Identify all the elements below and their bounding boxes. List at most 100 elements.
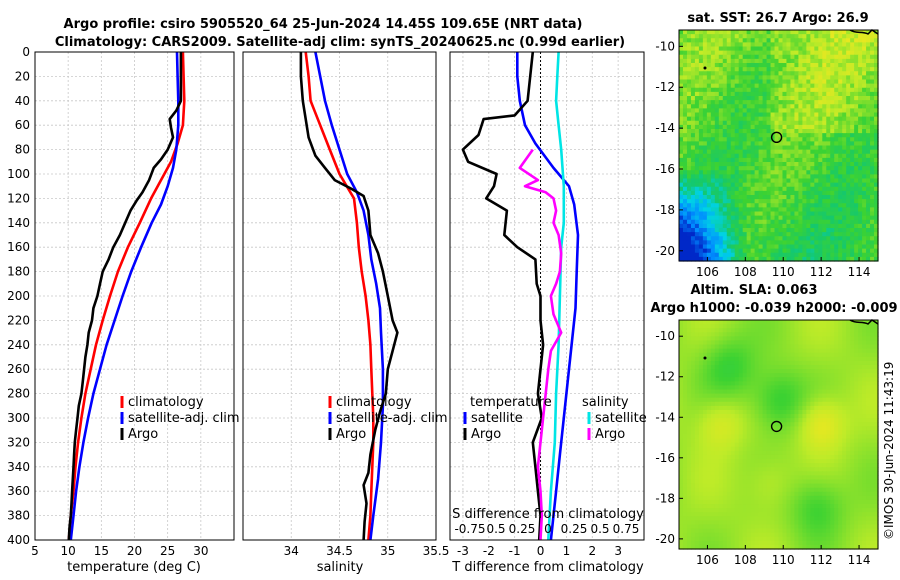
heatmap-cell (814, 418, 819, 423)
heatmap-cell (834, 369, 839, 374)
heatmap-cell (738, 137, 744, 142)
heatmap-cell (750, 166, 756, 171)
heatmap-cell (850, 332, 855, 337)
heatmap-cell (834, 426, 839, 432)
heatmap-cell (690, 54, 696, 60)
heatmap-cell (810, 96, 815, 101)
heatmap-cell (850, 430, 855, 436)
heatmap-cell (770, 471, 776, 476)
heatmap-cell (762, 38, 768, 43)
heatmap-cell (798, 377, 803, 382)
heatmap-cell (758, 30, 764, 35)
heatmap-cell (834, 54, 839, 60)
heatmap-cell (830, 30, 835, 35)
heatmap-cell (826, 459, 831, 464)
heatmap-cell (698, 336, 704, 342)
heatmap-cell (778, 320, 784, 325)
heatmap-cell (866, 381, 871, 387)
heatmap-cell (679, 100, 684, 105)
heatmap-cell (710, 471, 716, 476)
heatmap-cell (838, 434, 843, 440)
heatmap-cell (758, 389, 764, 395)
heatmap-cell (826, 336, 831, 342)
heatmap-cell (774, 219, 780, 225)
heatmap-cell (730, 373, 736, 378)
heatmap-cell (798, 116, 803, 122)
heatmap-cell (818, 116, 823, 122)
heatmap-cell (786, 166, 792, 171)
heatmap-cell (770, 479, 776, 485)
heatmap-cell (682, 459, 688, 464)
heatmap-cell (702, 46, 708, 52)
heatmap-cell (698, 332, 704, 337)
heatmap-cell (846, 75, 851, 81)
heatmap-cell (858, 360, 863, 366)
heatmap-cell (710, 320, 716, 325)
heatmap-cell (834, 129, 839, 134)
heatmap-cell (730, 195, 736, 200)
heatmap-cell (802, 414, 807, 419)
heatmap-cell (766, 83, 772, 89)
heatmap-cell (854, 364, 859, 370)
heatmap-cell (722, 30, 728, 35)
heatmap-cell (862, 381, 867, 387)
heatmap-cell (778, 393, 784, 399)
heatmap-cell (734, 426, 740, 432)
heatmap-cell (690, 360, 696, 366)
heatmap-cell (806, 133, 811, 138)
heatmap-cell (790, 422, 796, 427)
heatmap-cell (858, 418, 863, 423)
heatmap-cell (846, 133, 851, 138)
y-tick-label: 100 (7, 167, 30, 181)
heatmap-cell (746, 79, 752, 85)
heatmap-cell (734, 190, 740, 196)
heatmap-cell (798, 340, 803, 346)
heatmap-cell (834, 116, 839, 122)
heatmap-cell (766, 381, 772, 387)
heatmap-cell (694, 373, 700, 378)
heatmap-cell (750, 112, 756, 118)
heatmap-cell (682, 450, 688, 456)
heatmap-cell (722, 108, 728, 114)
heatmap-cell (766, 174, 772, 180)
heatmap-cell (826, 63, 831, 68)
heatmap-cell (730, 438, 736, 444)
heatmap-cell (698, 389, 704, 395)
heatmap-cell (866, 328, 871, 333)
heatmap-cell (738, 418, 744, 423)
heatmap-cell (802, 30, 807, 35)
heatmap-cell (698, 324, 704, 329)
heatmap-cell (722, 203, 728, 208)
heatmap-cell (862, 120, 867, 126)
heatmap-cell (774, 215, 780, 221)
heatmap-cell (722, 182, 728, 188)
heatmap-cell (682, 389, 688, 395)
heatmap-cell (846, 373, 851, 378)
heatmap-cell (786, 385, 792, 391)
heatmap-cell (706, 46, 712, 52)
heatmap-cell (842, 174, 847, 180)
heatmap-cell (762, 381, 768, 387)
heatmap-cell (810, 195, 815, 200)
heatmap-cell (806, 256, 811, 262)
heatmap-cell (766, 116, 772, 122)
heatmap-cell (874, 203, 879, 208)
heatmap-cell (818, 83, 823, 89)
heatmap-cell (806, 422, 811, 427)
heatmap-cell (762, 248, 768, 254)
heatmap-cell (702, 475, 708, 481)
heatmap-cell (714, 87, 720, 93)
heatmap-cell (798, 71, 803, 76)
heatmap-cell (798, 475, 803, 481)
heatmap-cell (814, 100, 819, 105)
heatmap-cell (679, 157, 684, 163)
heatmap-cell (706, 256, 712, 262)
heatmap-cell (718, 446, 724, 452)
heatmap-cell (846, 377, 851, 382)
heatmap-cell (734, 336, 740, 342)
heatmap-cell (762, 348, 768, 354)
heatmap-cell (694, 211, 700, 217)
heatmap-cell (774, 79, 780, 85)
heatmap-cell (706, 471, 712, 476)
heatmap-cell (698, 248, 704, 254)
